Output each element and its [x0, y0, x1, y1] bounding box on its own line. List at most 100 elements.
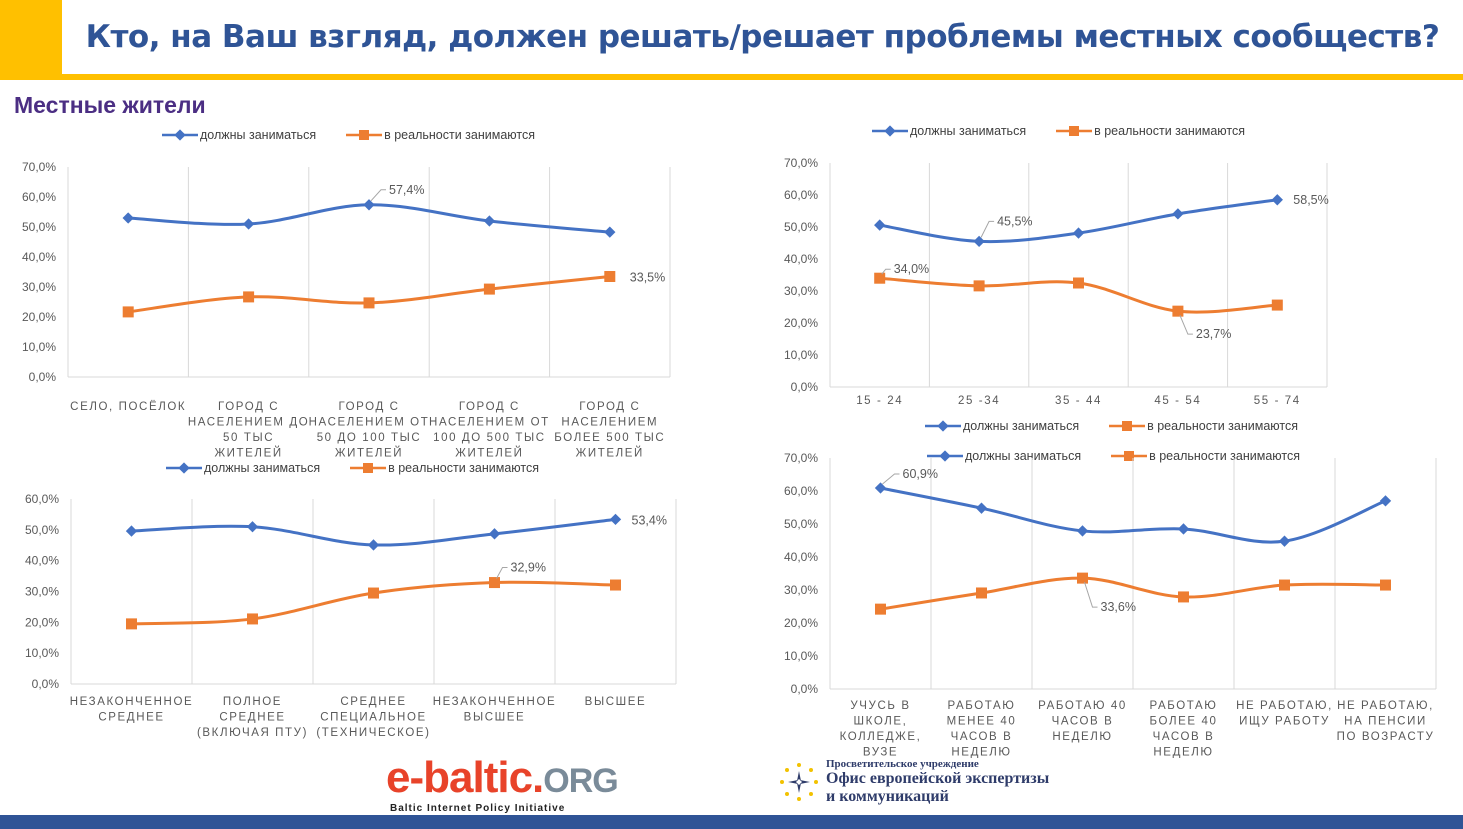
x-tick-label-line: ШКОЛЕ, — [854, 716, 908, 728]
x-tick-label-line: НЕ РАБОТАЮ, — [1337, 700, 1434, 712]
legend-item-actual: в реальности занимаются — [1056, 124, 1245, 138]
x-tick-label-line: 15 - 24 — [856, 395, 903, 407]
x-tick-label-line: НАСЕЛЕНИЕМ — [561, 417, 658, 429]
x-tick-label-line: НЕДЕЛЮ — [951, 747, 1011, 759]
y-tick-label: 40,0% — [784, 550, 818, 564]
legend-orange-square-icon — [1109, 421, 1146, 431]
data-point-actual — [1073, 277, 1084, 289]
chart-settlement: 0,0% 10,0% 20,0% 30,0% 40,0% 50,0% 60,0% 70,0% С… — [0, 150, 700, 460]
chart-settlement-svg: 0,0% 10,0% 20,0% 30,0% 40,0% 50,0% 60,0% 70,0% С… — [22, 160, 671, 460]
y-tick-label: 20,0% — [25, 615, 59, 629]
legend-item-should: должны заниматься — [872, 124, 1026, 138]
x-tick-label-line: НА ПЕНСИИ — [1344, 716, 1427, 728]
x-tick-label: 15 - 24 — [856, 395, 903, 407]
x-tick-label-line: 50 ТЫС — [223, 432, 274, 444]
x-tick-label-line: НАСЕЛЕНИЕМ ОТ — [309, 417, 430, 429]
data-point-should — [367, 539, 380, 551]
legend-label: в реальности занимаются — [1149, 449, 1300, 463]
data-label: 57,4% — [389, 183, 424, 197]
data-point-actual — [483, 283, 495, 295]
data-point-should — [1177, 523, 1190, 535]
y-tick-label: 70,0% — [784, 156, 818, 170]
y-tick-label: 60,0% — [784, 188, 818, 202]
data-point-should — [483, 215, 496, 227]
legend-age-top: должны заниматься в реальности занимаютс… — [872, 124, 1245, 138]
y-tick-label: 10,0% — [784, 649, 818, 663]
x-tick-label-line: 50 ДО 100 ТЫС — [317, 432, 422, 444]
x-tick-label-line: ЧАСОВ В — [1153, 731, 1215, 743]
data-point-actual — [363, 297, 375, 309]
x-tick-label-line: ЖИТЕЛЕЙ — [455, 447, 523, 460]
office-logo-line2: и коммуникаций — [826, 788, 949, 805]
data-point-should — [246, 521, 259, 533]
x-tick-label-line: НЕЗАКОНЧЕННОЕ — [433, 696, 557, 708]
x-tick-label: РАБОТАЮ 40 ЧАСОВ В НЕДЕЛЮ — [1038, 700, 1127, 743]
star-burst-icon — [780, 763, 818, 801]
legend-employment: должны заниматься в реальности занимаются — [927, 449, 1300, 463]
x-tick-label-line: ГОРОД С — [459, 401, 520, 413]
x-tick-label-line: РАБОТАЮ 40 — [1038, 700, 1127, 712]
x-tick-label-line: ПО ВОЗРАСТУ — [1337, 731, 1435, 743]
x-tick-label-line: СРЕДНЕЕ — [98, 712, 164, 724]
legend-label: в реальности занимаются — [388, 461, 539, 475]
chart-education-svg: 0,0% 10,0% 20,0% 30,0% 40,0% 50,0% 60,0% НЕЗАКО… — [25, 492, 677, 739]
x-tick-label-line: 25 -34 — [958, 395, 1000, 407]
x-tick-label-line: (ВКЛЮЧАЯ ПТУ) — [197, 727, 308, 739]
x-tick-label-line: ГОРОД С — [338, 401, 399, 413]
x-tick-label: НЕ РАБОТАЮ, ИЩУ РАБОТУ — [1236, 700, 1333, 728]
chart-education: 0,0% 10,0% 20,0% 30,0% 40,0% 50,0% 60,0% НЕЗАКО… — [0, 480, 700, 755]
data-point-actual — [1077, 572, 1088, 584]
leader-line — [1084, 581, 1098, 608]
legend-label: в реальности занимаются — [1147, 419, 1298, 433]
ebaltic-logo: e-baltic.ORG Baltic Internet Policy Init… — [386, 756, 619, 815]
chart-age-svg: 0,0% 10,0% 20,0% 30,0% 40,0% 50,0% 60,0% 70,0% 1… — [784, 156, 1329, 407]
x-tick-label-line: СРЕДНЕЕ — [340, 696, 406, 708]
data-point-actual — [126, 618, 137, 630]
x-tick-label-line: МЕНЕЕ 40 — [947, 716, 1017, 728]
data-point-actual — [604, 271, 616, 282]
y-tick-label: 60,0% — [784, 484, 818, 498]
x-tick-label-line: СПЕЦИАЛЬНОЕ — [320, 712, 427, 724]
y-tick-label: 10,0% — [22, 340, 56, 354]
y-tick-label: 60,0% — [25, 492, 59, 506]
legend-orange-square-icon — [346, 130, 383, 140]
data-point-should — [975, 502, 988, 514]
data-point-actual — [243, 291, 255, 303]
x-tick-label: НЕЗАКОНЧЕННОЕ СРЕДНЕЕ — [70, 696, 194, 724]
data-point-actual — [973, 280, 985, 292]
legend-label: в реальности занимаются — [384, 128, 535, 142]
x-tick-label-line: УЧУСЬ В — [850, 700, 910, 712]
header-accent-block — [0, 0, 62, 76]
y-tick-label: 40,0% — [25, 554, 59, 568]
data-point-actual — [976, 587, 987, 599]
data-point-should — [242, 218, 255, 230]
data-point-should — [1379, 495, 1392, 507]
x-tick-label-line: СЕЛО, ПОСЁЛОК — [70, 401, 186, 413]
data-point-actual — [247, 613, 258, 625]
x-tick-label: 45 - 54 — [1154, 395, 1201, 407]
x-tick-label-line: НЕДЕЛЮ — [1052, 731, 1112, 743]
legend-orange-square-icon — [1056, 126, 1093, 136]
data-point-should — [363, 199, 375, 211]
legend-item-should: должны заниматься — [166, 461, 320, 475]
x-tick-label: ГОРОД С НАСЕЛЕНИЕМ БОЛЕЕ 500 ТЫС ЖИТЕЛЕЙ — [554, 401, 665, 460]
x-tick-label-line: ВЫСШЕЕ — [464, 712, 526, 724]
x-tick-label-line: НАСЕЛЕНИЕМ ДО — [188, 417, 309, 429]
ebaltic-logo-tagline: Baltic Internet Policy Initiative — [390, 803, 566, 814]
series-line-actual — [879, 576, 1387, 611]
x-tick-label-line: НЕДЕЛЮ — [1153, 747, 1213, 759]
office-logo-line1: Офис европейской экспертизы — [826, 770, 1050, 787]
leader-line — [980, 220, 995, 238]
y-tick-label: 0,0% — [29, 370, 57, 384]
x-tick-label-line: ИЩУ РАБОТУ — [1239, 716, 1330, 728]
page-title: Кто, на Ваш взгляд, должен решать/решает… — [85, 19, 1440, 55]
legend-blue-diamond-icon — [927, 450, 963, 462]
x-tick-label-line: НЕЗАКОНЧЕННОЕ — [70, 696, 194, 708]
legend-label: должны заниматься — [965, 449, 1082, 463]
legend-label: должны заниматься — [200, 128, 317, 142]
office-logo: Просветительское учреждение Офис европей… — [778, 758, 1049, 806]
leader-line — [881, 268, 891, 275]
office-logo-small: Просветительское учреждение — [826, 758, 979, 770]
data-point-should — [1076, 525, 1089, 537]
x-tick-label: ГОРОД С НАСЕЛЕНИЕМ ОТ 50 ДО 100 ТЫС ЖИТЕЛЕЙ — [309, 401, 430, 460]
